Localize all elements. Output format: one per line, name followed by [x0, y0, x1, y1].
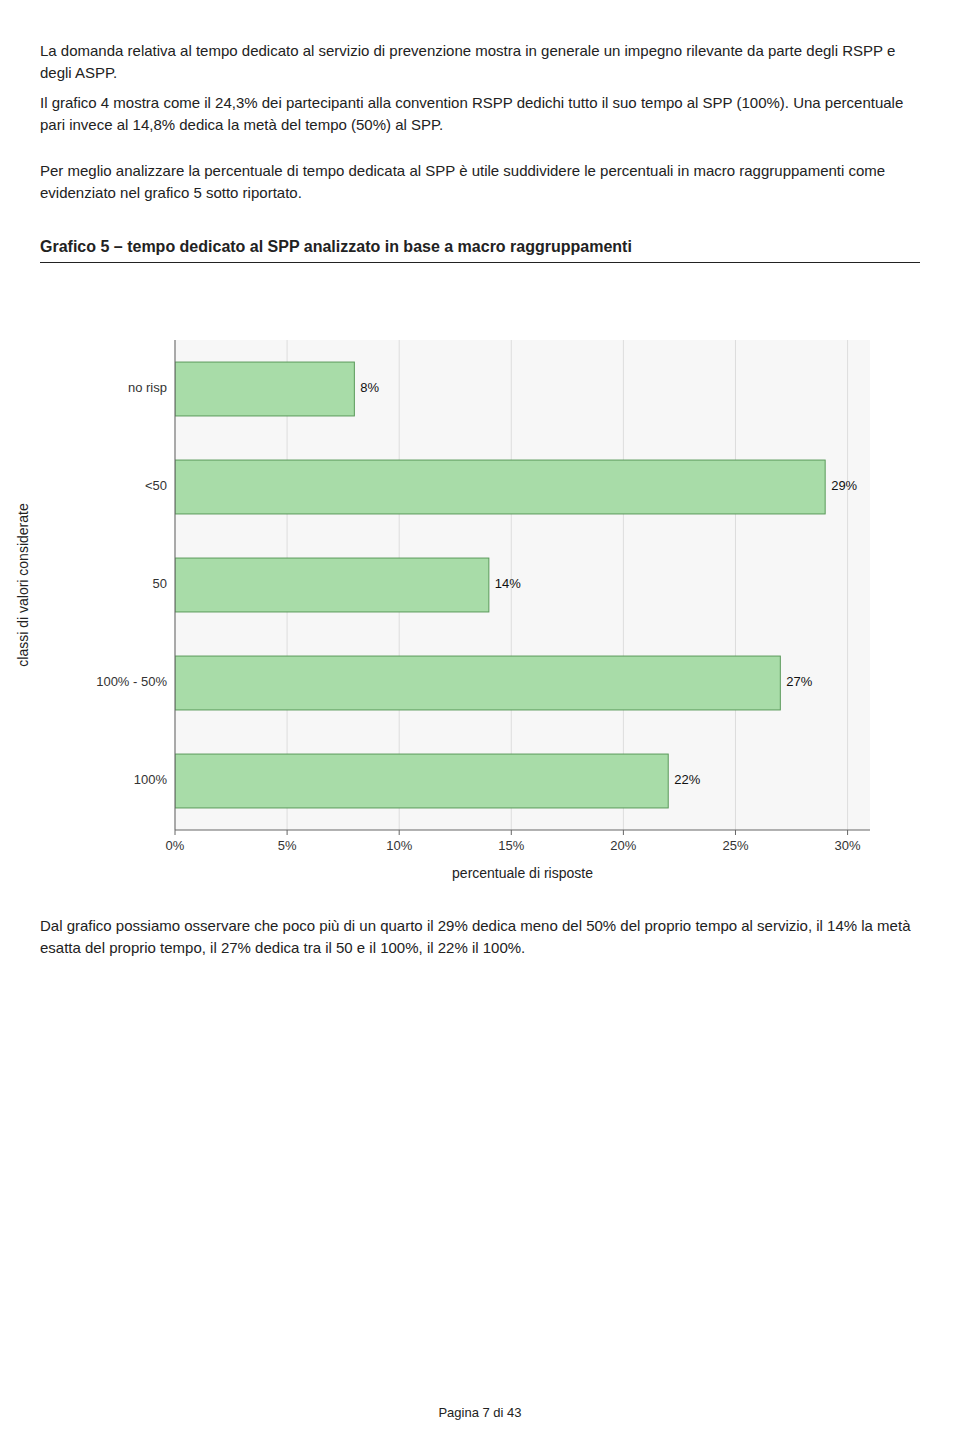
grid-line — [847, 340, 848, 830]
bar — [175, 754, 668, 808]
intro-paragraph: La domanda relativa al tempo dedicato al… — [40, 40, 920, 84]
y-axis-line — [175, 340, 176, 830]
data-label: 29% — [831, 478, 857, 493]
chart-title: Grafico 5 – tempo dedicato al SPP analiz… — [40, 238, 920, 263]
category-label: 50 — [153, 576, 167, 591]
page-number: Pagina 7 di 43 — [0, 1405, 960, 1420]
tick-mark — [847, 830, 848, 835]
y-axis-label: classi di valori considerate — [15, 503, 31, 667]
tick-mark — [735, 830, 736, 835]
bars — [175, 362, 825, 808]
data-label: 22% — [674, 772, 700, 787]
tick-label: 30% — [835, 838, 861, 853]
tick-mark — [623, 830, 624, 835]
bar — [175, 656, 780, 710]
tick-label: 5% — [278, 838, 297, 853]
data-label: 14% — [495, 576, 521, 591]
tick-label: 15% — [498, 838, 524, 853]
footer-paragraph: Dal grafico possiamo osservare che poco … — [40, 915, 920, 959]
tick-mark — [399, 830, 400, 835]
data-label: 8% — [360, 380, 379, 395]
bar — [175, 362, 354, 416]
tick-label: 10% — [386, 838, 412, 853]
grid-line — [175, 340, 176, 830]
tick-label: 20% — [610, 838, 636, 853]
category-label: 100% — [134, 772, 168, 787]
tick-mark — [175, 830, 176, 835]
plot-background — [175, 340, 870, 830]
data-label: 27% — [786, 674, 812, 689]
x-axis-line — [175, 830, 870, 831]
tick-mark — [511, 830, 512, 835]
chart: 0% 5% 10% 15% 20% 25% 30% 8% 29% 14% 27% 22% no risp… — [0, 320, 960, 900]
bar — [175, 558, 489, 612]
tick-label: 25% — [722, 838, 748, 853]
category-label: <50 — [145, 478, 167, 493]
category-label: 100% - 50% — [96, 674, 167, 689]
intro-paragraph: Il grafico 4 mostra come il 24,3% dei pa… — [40, 92, 920, 136]
tick-label: 0% — [166, 838, 185, 853]
tick-mark — [287, 830, 288, 835]
grid-line — [735, 340, 736, 830]
category-label: no risp — [128, 380, 167, 395]
intro-paragraph: Per meglio analizzare la percentuale di … — [40, 160, 920, 204]
x-axis-label: percentuale di risposte — [452, 865, 593, 881]
bar — [175, 460, 825, 514]
